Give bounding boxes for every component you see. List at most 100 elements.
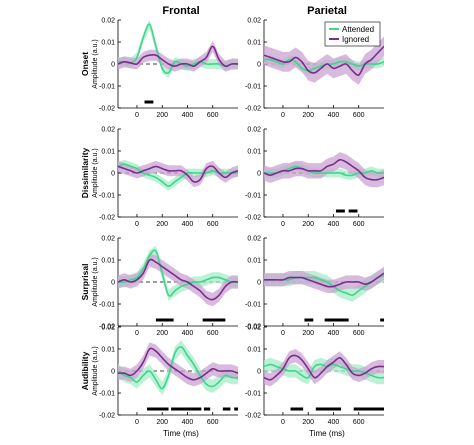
x-axis-label-frontal: Time (ms)	[163, 429, 199, 438]
y-tick-label: 0.01	[247, 347, 261, 354]
row-label-onset: Onset	[80, 52, 90, 76]
panel-dissimilarity-parietal: -0.02 -0.01 0 0.01 0.02 0 200 400 600	[245, 127, 384, 228]
x-tick-label: 0	[281, 112, 285, 119]
y-axis-label: Amplitude (a.u.)	[92, 346, 99, 395]
x-tick-label: 600	[207, 112, 219, 119]
y-tick-label: -0.01	[99, 391, 115, 398]
y-tick-label: -0.01	[245, 391, 261, 398]
y-tick-label: 0.02	[247, 236, 261, 243]
y-tick-label: -0.02	[99, 215, 115, 222]
x-tick-label: 200	[302, 221, 314, 228]
y-tick-label: 0	[257, 62, 261, 69]
row-label-surprisal: Surprisal	[80, 264, 90, 301]
y-tick-label: 0	[111, 62, 115, 69]
column-title-frontal: Frontal	[162, 5, 199, 17]
x-tick-label: 0	[135, 221, 139, 228]
x-tick-label: 400	[328, 419, 340, 426]
y-tick-label: -0.01	[99, 193, 115, 200]
y-tick-label: -0.01	[245, 302, 261, 309]
series-line-ignored	[264, 158, 384, 181]
x-tick-label: 200	[302, 330, 314, 337]
x-tick-label: 200	[156, 221, 168, 228]
y-tick-label: 0.01	[247, 149, 261, 156]
y-tick-label: -0.01	[99, 84, 115, 91]
x-tick-label: 200	[302, 112, 314, 119]
series-line-ignored	[264, 45, 384, 76]
y-tick-label: -0.01	[245, 193, 261, 200]
y-tick-label: 0.01	[247, 40, 261, 47]
series-line-ignored	[264, 272, 384, 288]
row-label-audibility: Audibility	[80, 351, 90, 390]
y-tick-label: -0.02	[245, 106, 261, 113]
y-tick-label: 0	[111, 171, 115, 178]
y-axis-label: Amplitude (a.u.)	[92, 39, 99, 88]
series-band-ignored	[118, 253, 238, 307]
series-line-ignored	[118, 45, 238, 68]
y-tick-label: 0.02	[247, 325, 261, 332]
y-tick-label: -0.02	[99, 324, 115, 331]
series-line-attended	[118, 345, 238, 390]
series-line-attended	[118, 249, 238, 297]
y-tick-label: -0.02	[99, 413, 115, 420]
x-tick-label: 0	[281, 221, 285, 228]
y-tick-label: -0.01	[245, 84, 261, 91]
y-tick-label: 0.01	[101, 40, 115, 47]
panel-onset-frontal: -0.02 -0.01 0 0.01 0.02 0 200 400 600 Onset Amplit…	[80, 18, 238, 119]
x-tick-label: 400	[328, 112, 340, 119]
x-axis-label-parietal: Time (ms)	[309, 429, 345, 438]
y-tick-label: -0.01	[99, 302, 115, 309]
row-label-dissimilarity: Dissimilarity	[80, 147, 90, 198]
series-band-ignored	[264, 266, 384, 293]
column-title-parietal: Parietal	[307, 5, 347, 17]
y-tick-label: 0.01	[101, 258, 115, 265]
x-tick-label: 0	[281, 330, 285, 337]
y-tick-label: 0.02	[247, 127, 261, 134]
panel-onset-parietal: -0.02 -0.01 0 0.01 0.02 0 200 400 600	[245, 18, 384, 119]
legend-entry-attended: Attended	[342, 25, 374, 34]
y-tick-label: -0.02	[245, 324, 261, 331]
y-tick-label: 0	[111, 280, 115, 287]
series-band-attended	[118, 20, 238, 78]
series-line-ignored	[264, 354, 384, 381]
x-tick-label: 400	[182, 112, 194, 119]
panel-audibility-parietal: -0.02 -0.01 0 0.01 0.02 0 200 400 600	[245, 325, 384, 426]
panel-audibility-frontal: -0.02 -0.01 0 0.01 0.02 0 200 400 600 Audibility A…	[80, 325, 238, 426]
x-tick-label: 200	[156, 330, 168, 337]
x-tick-label: 600	[353, 221, 365, 228]
x-tick-label: 600	[207, 330, 219, 337]
y-tick-label: 0.01	[247, 258, 261, 265]
y-tick-label: 0.02	[101, 236, 115, 243]
x-tick-label: 600	[353, 330, 365, 337]
legend-box	[324, 21, 381, 47]
x-tick-label: 400	[182, 419, 194, 426]
y-tick-label: 0.01	[101, 149, 115, 156]
series-line-ignored	[118, 258, 238, 301]
panel-surprisal-frontal: -0.02 -0.01 0 0.01 0.02 0 200 400 600 Surprisal Am…	[80, 236, 238, 337]
series-line-attended	[118, 23, 238, 74]
x-tick-label: 400	[328, 330, 340, 337]
x-tick-label: 0	[135, 112, 139, 119]
y-axis-label: Amplitude (a.u.)	[92, 148, 99, 197]
series-band-attended	[118, 340, 238, 396]
y-tick-label: 0.02	[101, 325, 115, 332]
x-tick-label: 600	[353, 419, 365, 426]
x-tick-label: 400	[182, 221, 194, 228]
y-tick-label: 0	[257, 280, 261, 287]
legend-entry-ignored: Ignored	[342, 35, 369, 44]
x-tick-label: 0	[135, 419, 139, 426]
x-tick-label: 200	[302, 419, 314, 426]
x-tick-label: 0	[135, 330, 139, 337]
panel-surprisal-parietal: -0.02 -0.01 0 0.01 0.02 0 200 400 600	[245, 236, 384, 337]
x-tick-label: 600	[207, 221, 219, 228]
x-tick-label: 400	[182, 330, 194, 337]
y-tick-label: -0.02	[99, 106, 115, 113]
series-line-ignored	[118, 165, 238, 183]
x-tick-label: 200	[156, 112, 168, 119]
series-line-ignored	[118, 347, 238, 381]
y-tick-label: 0.02	[101, 127, 115, 134]
panel-dissimilarity-frontal: -0.02 -0.01 0 0.01 0.02 0 200 400 600 Dissimilari…	[80, 127, 238, 228]
y-tick-label: 0	[257, 171, 261, 178]
series-band-ignored	[264, 349, 384, 387]
